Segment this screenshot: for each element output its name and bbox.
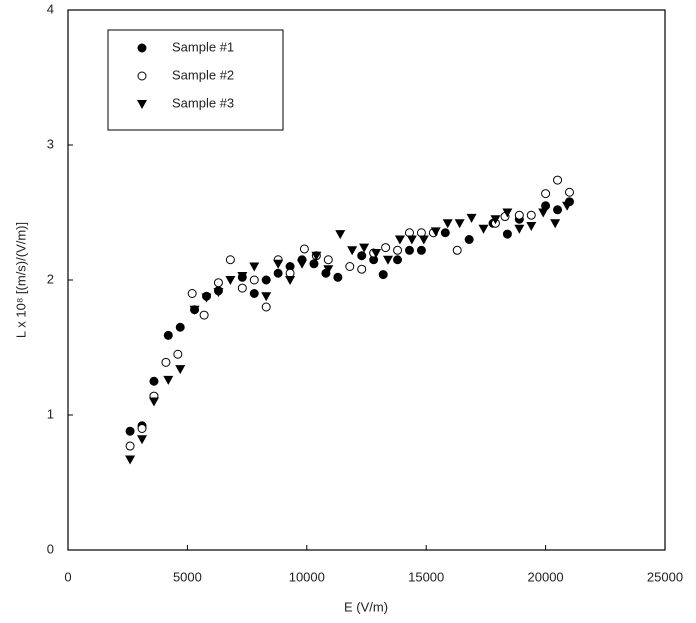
point (464, 235, 474, 244)
point (273, 268, 283, 278)
point (490, 215, 501, 225)
point (357, 264, 367, 274)
x-tick-label: 15000 (408, 569, 444, 584)
legend-marker (137, 71, 147, 81)
point (125, 441, 135, 451)
point (125, 455, 136, 465)
point (359, 243, 370, 253)
point (297, 259, 308, 269)
point (541, 189, 551, 199)
point (201, 293, 212, 303)
point (406, 235, 417, 245)
x-tick-label: 10000 (289, 569, 325, 584)
point (163, 375, 174, 385)
point (564, 187, 574, 197)
y-tick-label: 2 (47, 271, 54, 286)
point (311, 251, 322, 261)
point (173, 349, 183, 359)
point (394, 235, 405, 245)
point (502, 208, 513, 218)
point (514, 224, 525, 234)
point (249, 262, 260, 272)
x-tick-label: 0 (64, 569, 71, 584)
point (213, 288, 224, 298)
point (404, 245, 414, 255)
y-tick-label: 3 (47, 136, 54, 151)
point (416, 245, 426, 255)
point (357, 251, 367, 261)
point (161, 357, 171, 367)
point (393, 255, 403, 265)
y-tick-label: 4 (47, 1, 54, 16)
point (137, 424, 147, 433)
point (323, 255, 333, 265)
point (440, 228, 450, 238)
point (345, 262, 355, 271)
point (562, 201, 573, 211)
point (273, 259, 284, 269)
point (393, 245, 403, 255)
point (538, 208, 549, 218)
point (163, 330, 173, 340)
point (333, 272, 343, 282)
x-tick-label: 5000 (173, 569, 202, 584)
point (381, 243, 391, 253)
point (502, 229, 512, 239)
x-axis-title: E (V/m) (344, 599, 388, 614)
y-tick-label: 1 (47, 406, 54, 421)
legend-marker (137, 43, 147, 53)
point (309, 259, 319, 269)
point (249, 289, 259, 298)
point (418, 235, 429, 245)
legend-marker (137, 100, 147, 109)
point (148, 397, 159, 407)
point (454, 219, 465, 229)
point (187, 289, 197, 298)
point (199, 310, 209, 320)
point (213, 278, 223, 288)
point (553, 205, 563, 215)
point (249, 275, 259, 285)
point (175, 322, 185, 332)
point (125, 426, 135, 436)
point (175, 365, 186, 375)
point (466, 213, 477, 223)
point (237, 271, 248, 281)
point (526, 210, 536, 220)
point (442, 219, 453, 229)
point (478, 224, 489, 234)
point (347, 246, 358, 256)
point (237, 283, 247, 293)
point (261, 302, 271, 312)
point (137, 435, 148, 445)
legend-label: Sample #2 (172, 67, 234, 82)
legend-label: Sample #1 (172, 39, 234, 54)
x-tick-label: 20000 (528, 569, 564, 584)
point (189, 305, 200, 315)
legend-box (107, 29, 284, 131)
point (382, 255, 393, 265)
point (299, 244, 309, 254)
point (225, 255, 235, 265)
point (526, 222, 537, 231)
point (371, 249, 382, 258)
point (323, 265, 334, 275)
point (514, 210, 524, 220)
point (378, 270, 388, 280)
point (452, 245, 462, 255)
point (261, 275, 271, 285)
y-tick-label: 0 (47, 541, 54, 556)
point (553, 175, 563, 185)
point (550, 219, 561, 229)
point (261, 292, 272, 302)
point (285, 276, 296, 285)
legend-label: Sample #3 (172, 95, 234, 110)
x-tick-label: 25000 (647, 569, 683, 584)
point (335, 230, 346, 240)
point (430, 227, 441, 237)
point (149, 376, 159, 386)
point (225, 276, 236, 285)
y-axis-title: L x 10⁸ [(m/s)/(V/m)] (13, 222, 28, 338)
